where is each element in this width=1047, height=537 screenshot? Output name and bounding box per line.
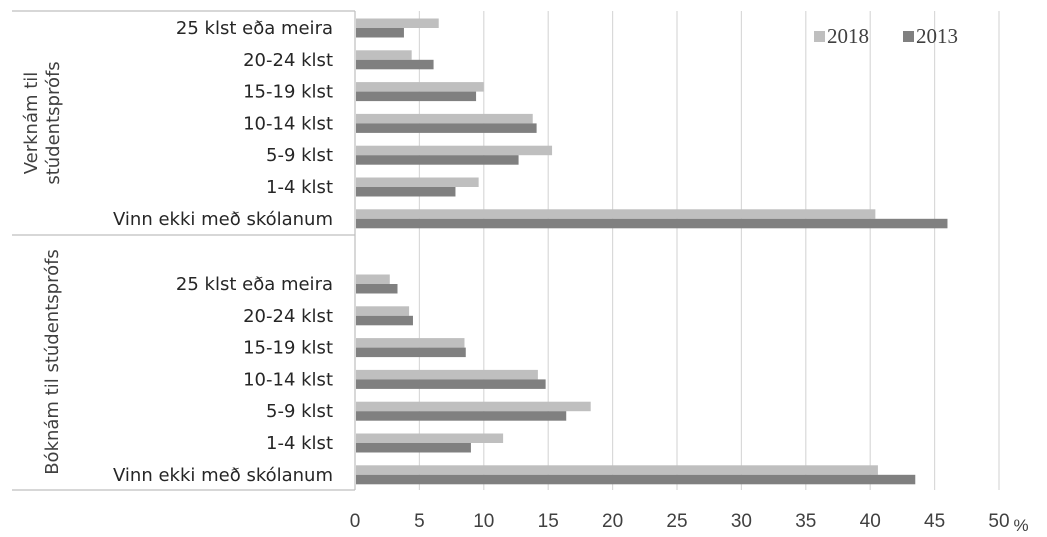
category-label: Vinn ekki með skólanum: [113, 465, 333, 486]
x-tick-label: 20: [602, 511, 623, 532]
bar-2013: [356, 443, 471, 453]
bar-2013: [356, 379, 546, 389]
category-label: 20-24 klst: [243, 306, 333, 327]
bar-2013: [356, 28, 404, 38]
bar-2013: [356, 155, 519, 165]
category-label: 10-14 klst: [243, 113, 333, 134]
bar-2018: [356, 209, 876, 219]
bar-2013: [356, 187, 456, 197]
x-tick-label: 10: [473, 511, 494, 532]
legend-label: 2013: [916, 24, 958, 48]
bar-2018: [356, 338, 465, 348]
bar-2013: [356, 411, 567, 421]
bar-2018: [356, 113, 533, 124]
bar-2013: [356, 474, 916, 485]
category-label: 5-9 klst: [266, 401, 333, 422]
bar-2018: [356, 82, 484, 92]
x-unit-label: %: [1013, 516, 1028, 535]
bar-2013: [356, 91, 477, 102]
group-label: Bóknám til stúdentsprófs: [42, 249, 63, 475]
bar-2013: [356, 123, 537, 133]
legend-label: 2018: [827, 24, 869, 48]
bar-2018: [356, 433, 504, 443]
x-tick-label: 30: [731, 511, 752, 532]
bar-2018: [356, 145, 553, 156]
bar-2018: [356, 401, 591, 412]
x-tick-label: 5: [414, 511, 425, 532]
category-label: Vinn ekki með skólanum: [113, 209, 333, 230]
x-tick-label: 40: [860, 511, 881, 532]
bar-2018: [356, 465, 878, 475]
x-tick-label: 0: [350, 511, 361, 532]
group-label: Verknám til: [21, 72, 42, 175]
bar-2013: [356, 284, 398, 294]
legend-swatch-2018: [814, 31, 825, 42]
category-label: 25 klst eða meira: [176, 18, 333, 39]
category-label: 10-14 klst: [243, 369, 333, 390]
bar-2013: [356, 347, 466, 358]
category-label: 25 klst eða meira: [176, 274, 333, 295]
bar-2013: [356, 59, 434, 70]
category-label: 15-19 klst: [243, 82, 333, 103]
legend-swatch-2013: [903, 31, 914, 42]
x-tick-label: 35: [795, 511, 816, 532]
bar-2013: [356, 218, 948, 229]
category-label: 15-19 klst: [243, 338, 333, 359]
bar-2013: [356, 315, 413, 326]
x-tick-label: 25: [666, 511, 687, 532]
bar-2018: [356, 274, 390, 284]
bar-2018: [356, 50, 412, 60]
category-label: 1-4 klst: [266, 433, 333, 454]
x-tick-label: 15: [538, 511, 559, 532]
bar-2018: [356, 306, 410, 316]
category-label: 5-9 klst: [266, 145, 333, 166]
group-label: stúdentsprófs: [43, 61, 64, 184]
category-label: 1-4 klst: [266, 177, 333, 198]
bar-2018: [356, 369, 538, 380]
bar-2018: [356, 177, 479, 187]
x-tick-label: 45: [924, 511, 945, 532]
x-tick-label: 50: [988, 511, 1009, 532]
category-label: 20-24 klst: [243, 50, 333, 71]
bar-2018: [356, 18, 439, 28]
